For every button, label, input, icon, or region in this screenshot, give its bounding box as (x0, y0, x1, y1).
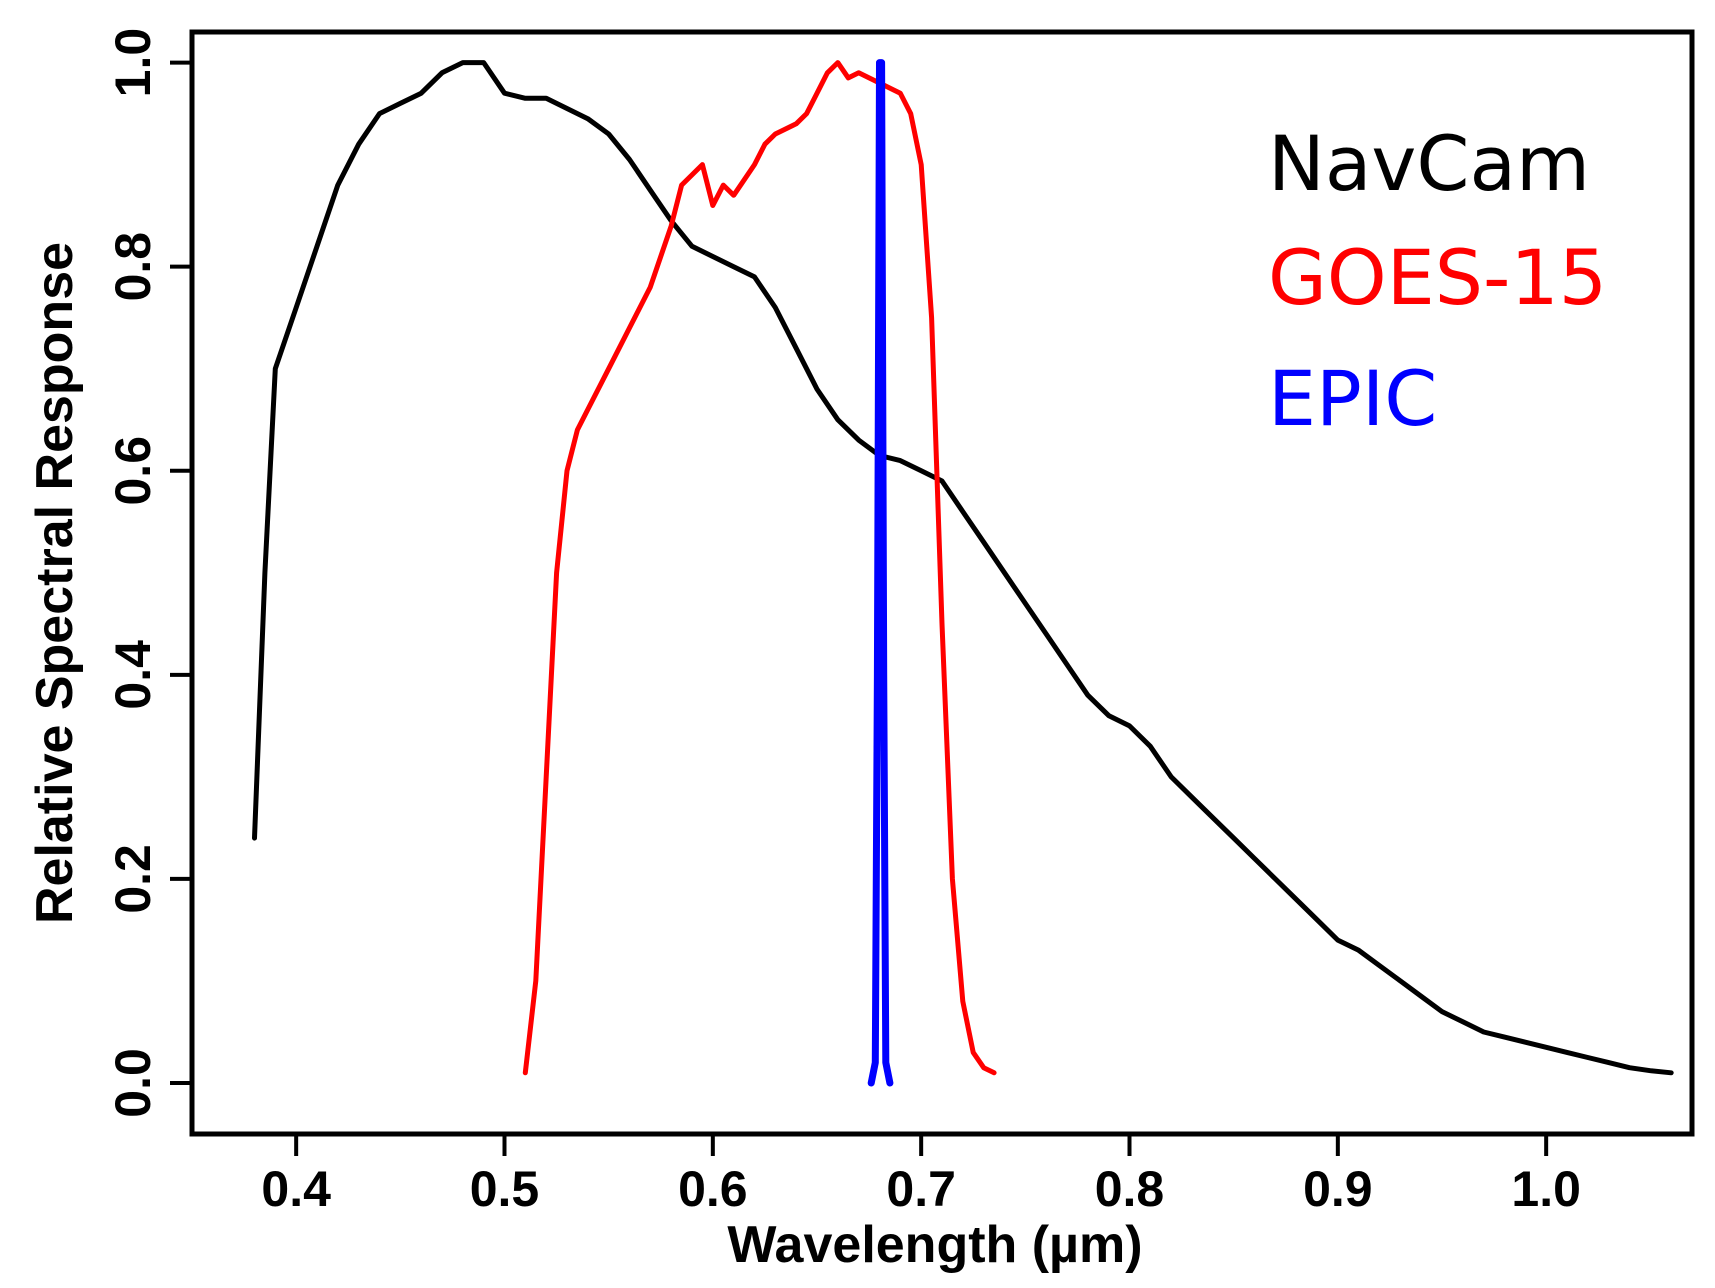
epic-line (867, 59, 894, 1087)
y-tick-label: 0.0 (105, 1048, 161, 1118)
legend: NavCam GOES-15 EPIC (1268, 119, 1607, 443)
legend-label-goes-15: GOES-15 (1268, 233, 1607, 322)
y-tick-label: 0.8 (105, 232, 161, 302)
goes-15-line (522, 60, 997, 1076)
x-tick-label: 0.8 (1095, 1161, 1165, 1217)
y-tick-label: 0.4 (105, 640, 161, 710)
x-tick-label: 0.4 (261, 1161, 331, 1217)
x-tick-label: 0.5 (470, 1161, 540, 1217)
y-tick-label: 0.6 (105, 436, 161, 506)
navcam-line (252, 60, 1674, 1076)
y-tick-label: 1.0 (105, 28, 161, 98)
x-tick-label: 1.0 (1511, 1161, 1581, 1217)
x-tick-label: 0.6 (678, 1161, 748, 1217)
y-tick-label: 0.2 (105, 844, 161, 914)
x-axis-title: Wavelength (µm) (727, 1216, 1142, 1274)
x-tick-label: 0.7 (886, 1161, 956, 1217)
y-axis-title: Relative Spectral Response (26, 242, 84, 924)
legend-label-navcam: NavCam (1268, 119, 1590, 208)
x-tick-label: 0.9 (1303, 1161, 1373, 1217)
legend-label-epic: EPIC (1268, 354, 1437, 443)
plot-frame (189, 29, 1695, 1137)
series-layer (252, 59, 1674, 1087)
tick-marks (170, 60, 1549, 1156)
